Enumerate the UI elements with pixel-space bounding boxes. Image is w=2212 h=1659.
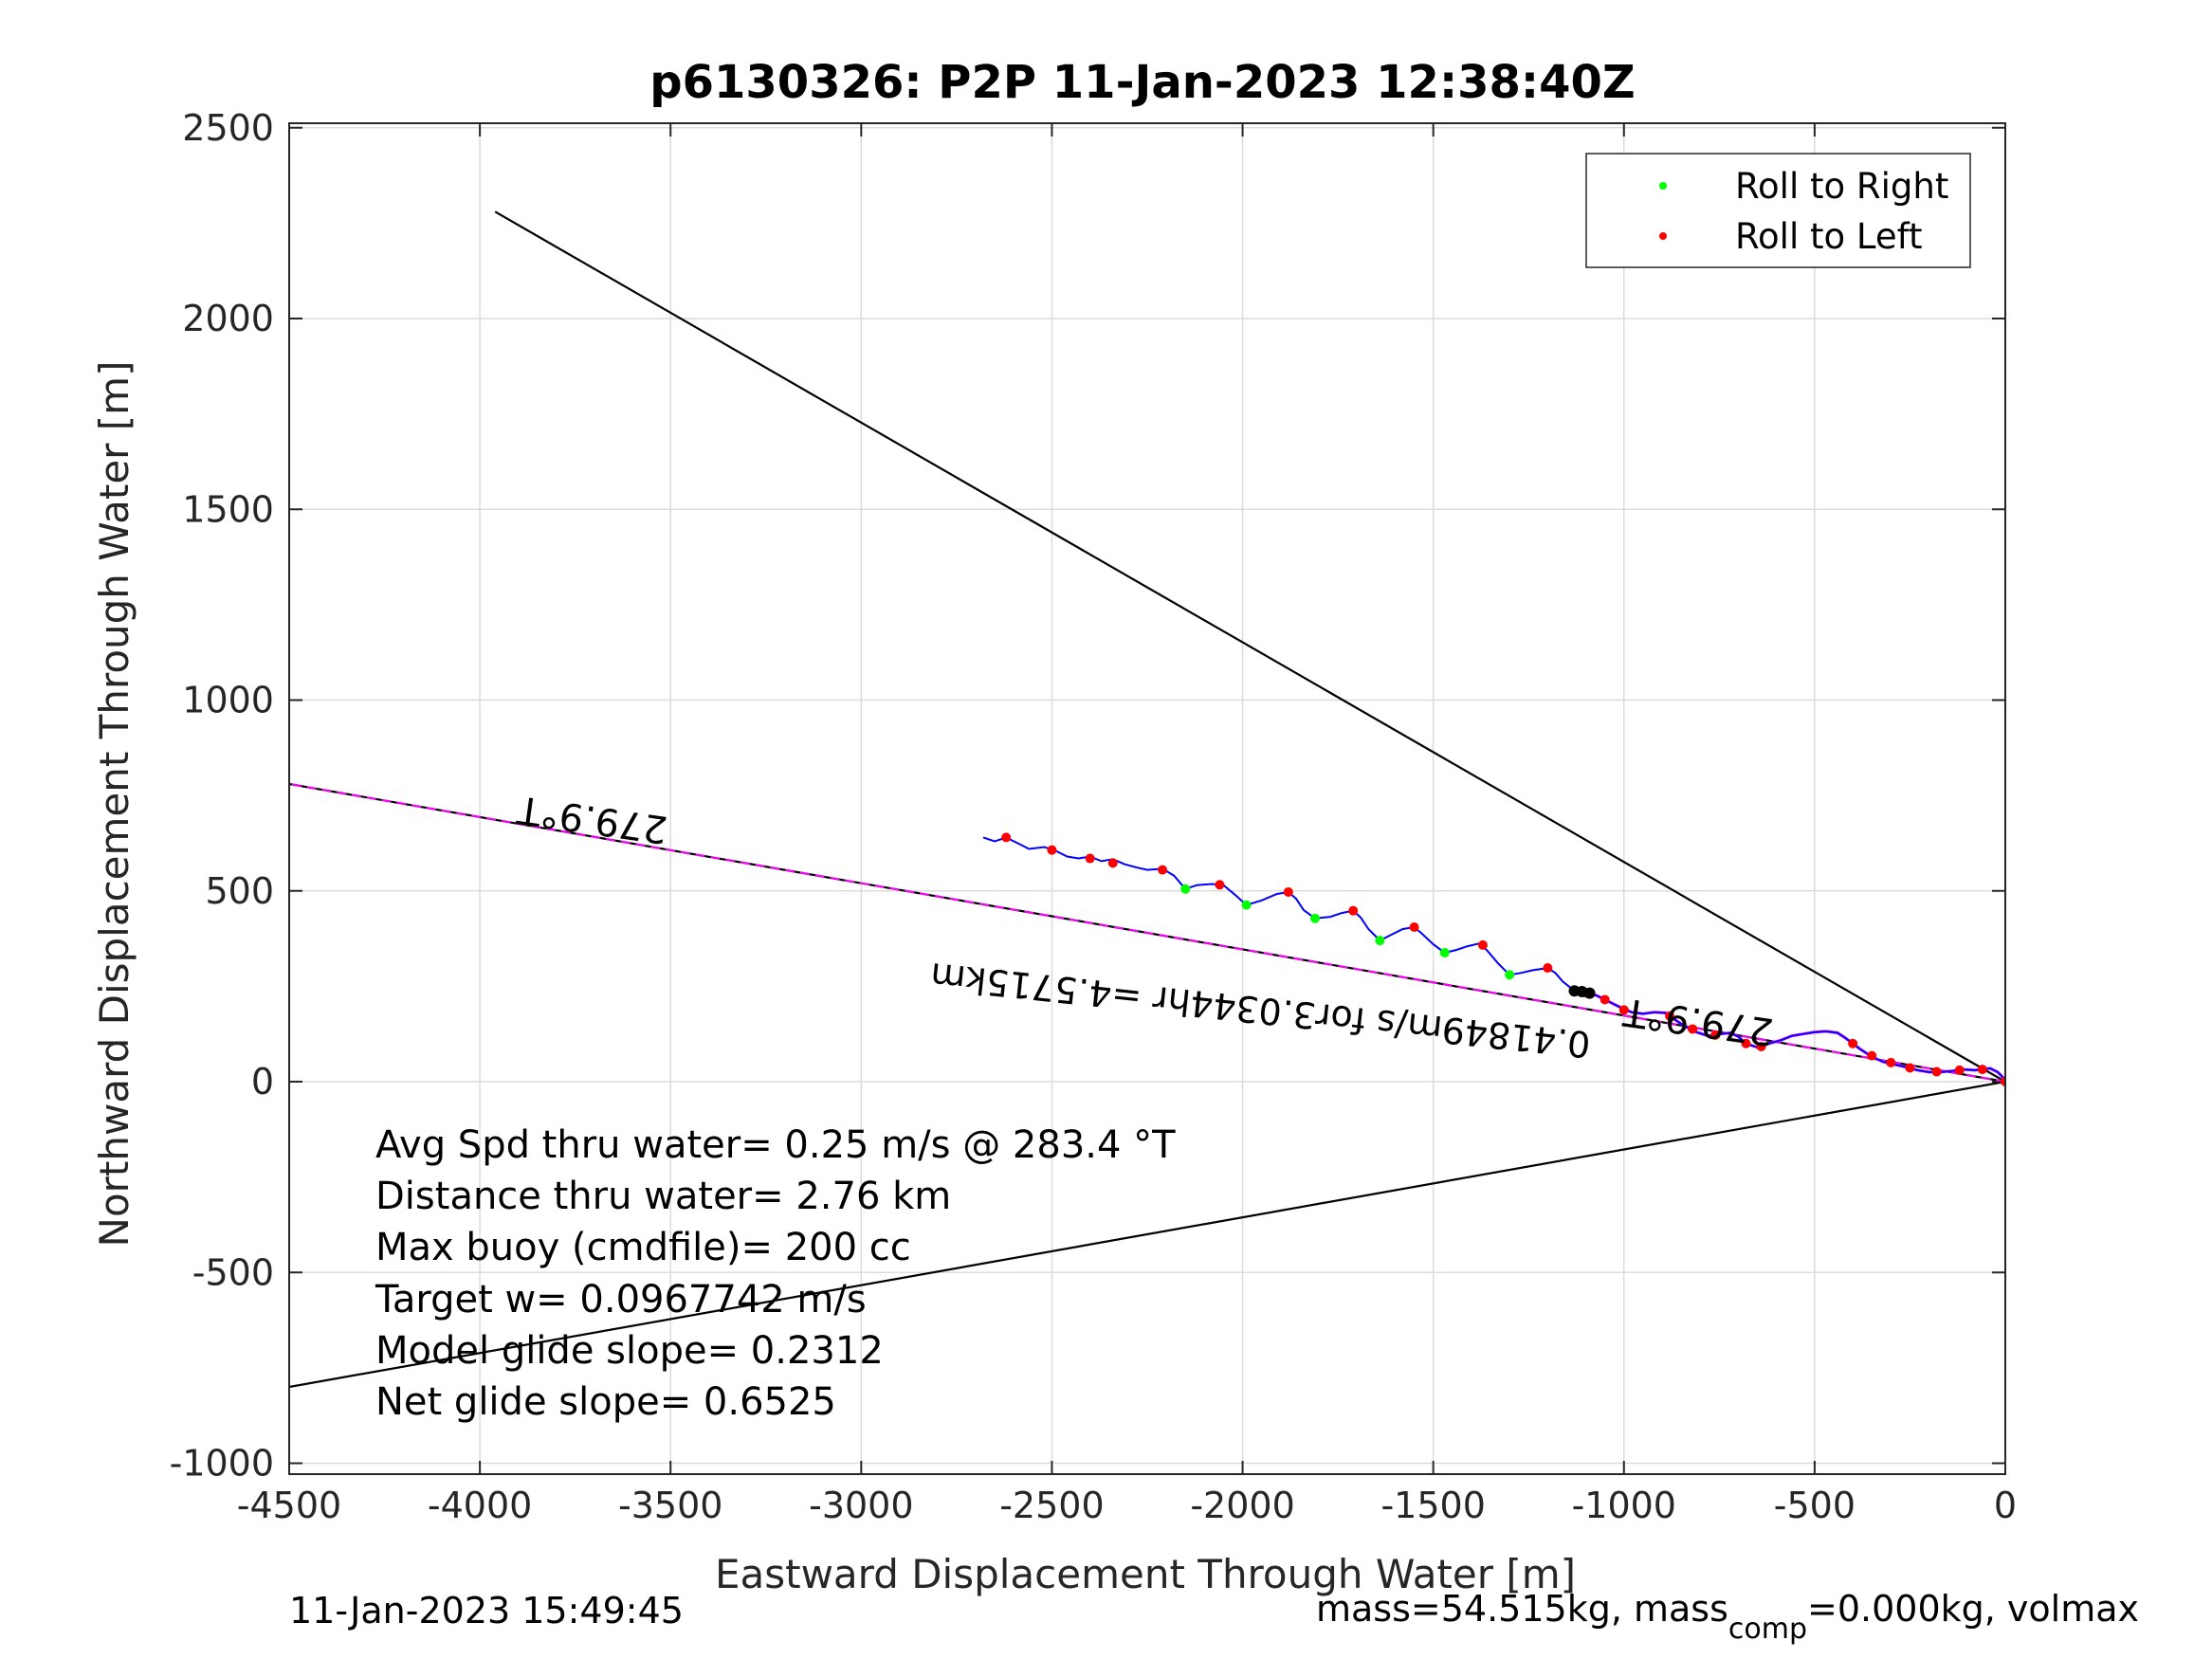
legend-label-roll-left: Roll to Left: [1735, 216, 1923, 257]
roll-right-point: [1439, 947, 1450, 957]
heading-line-magenta: [289, 783, 2005, 1083]
roll-right-point: [1309, 913, 1320, 923]
roll-left-point: [1688, 1024, 1698, 1034]
reference-line-upper: [494, 210, 2005, 1083]
roll-left-point: [1543, 963, 1553, 974]
footer-mass-suffix: =0.000kg, volmax: [1807, 1588, 2139, 1630]
roll-left-point: [1158, 865, 1168, 875]
x-axis-ticks: -4500 -4000 -3500 -3000 -2500 -2000 -1500 -1000…: [237, 123, 2017, 1526]
roll-left-point: [1665, 1011, 1675, 1021]
roll-left-point: [1409, 921, 1419, 932]
roll-left-point: [1085, 853, 1095, 864]
y-tick-label: 500: [205, 870, 274, 912]
x-tick-label: -500: [1774, 1485, 1856, 1526]
roll-left-point: [1215, 880, 1225, 890]
legend-label-roll-right: Roll to Right: [1735, 166, 1948, 207]
roll-left-point: [1283, 886, 1293, 897]
x-axis-label: Eastward Displacement Through Water [m]: [715, 1551, 1576, 1597]
roll-left-point: [1954, 1065, 1965, 1075]
roll-right-point: [1375, 936, 1385, 946]
y-tick-label: 2000: [182, 298, 274, 339]
footer-timestamp: 11-Jan-2023 15:49:45: [289, 1590, 684, 1632]
roll-left-point: [1867, 1050, 1877, 1061]
y-tick-label: 0: [251, 1061, 274, 1103]
roll-left-point: [1848, 1038, 1858, 1048]
stats-line: Model glide slope= 0.2312: [375, 1329, 884, 1373]
legend-marker-roll-left: [1659, 232, 1667, 240]
track-mark: [1583, 987, 1596, 999]
x-tick-label: -3000: [809, 1485, 913, 1526]
x-tick-label: 0: [1994, 1485, 2017, 1526]
y-axis-label: Northward Displacement Through Water [m]: [91, 361, 137, 1248]
roll-right-point: [1505, 970, 1515, 980]
y-tick-label: -1000: [170, 1443, 274, 1485]
y-tick-label: 1500: [182, 488, 274, 530]
glider-track: [982, 836, 2005, 1081]
reference-line-lower: [289, 1080, 2005, 1389]
x-tick-label: -4000: [428, 1485, 532, 1526]
footer-mass-subscript: comp: [1728, 1613, 1807, 1646]
chart-title: p6130326: P2P 11-Jan-2023 12:38:40Z: [649, 56, 1635, 109]
roll-left-point: [1107, 858, 1118, 868]
x-tick-label: -1000: [1572, 1485, 1676, 1526]
stats-text-block: Avg Spd thru water= 0.25 m/s @ 283.4 °T …: [375, 1123, 1176, 1424]
y-tick-label: -500: [192, 1251, 274, 1293]
legend-marker-roll-right: [1659, 182, 1667, 190]
roll-left-point: [1905, 1063, 1915, 1073]
roll-left-point: [2001, 1077, 2005, 1086]
x-tick-label: -4500: [237, 1485, 341, 1526]
stats-line: Net glide slope= 0.6525: [375, 1380, 836, 1424]
roll-left-point: [1741, 1038, 1751, 1048]
legend: Roll to Right Roll to Left: [1585, 153, 1971, 268]
stats-line: Distance thru water= 2.76 km: [375, 1175, 951, 1218]
x-tick-label: -1500: [1380, 1485, 1485, 1526]
roll-left-point: [1710, 1030, 1721, 1040]
y-tick-label: 2500: [182, 107, 274, 149]
plot-area: [289, 210, 2005, 1389]
y-axis-ticks: -1000 -500 0 500 1000 1500 2000 2500: [170, 107, 2005, 1485]
roll-left-point: [1618, 1005, 1629, 1015]
y-tick-label: 1000: [182, 680, 274, 721]
x-tick-label: -2500: [999, 1485, 1104, 1526]
axes-box: [288, 122, 2006, 1475]
footer-mass-prefix: mass=54.515kg, mass: [1316, 1588, 1728, 1630]
stats-line: Max buoy (cmdfile)= 200 cc: [375, 1226, 911, 1269]
roll-left-point: [1047, 845, 1057, 855]
x-tick-label: -3500: [618, 1485, 722, 1526]
roll-left-point: [1600, 994, 1610, 1005]
stats-line: Avg Spd thru water= 0.25 m/s @ 283.4 °T: [375, 1123, 1176, 1167]
roll-left-point: [1477, 939, 1488, 950]
roll-left-point: [1756, 1041, 1766, 1051]
roll-right-point: [1180, 884, 1191, 894]
x-tick-label: -2000: [1190, 1485, 1294, 1526]
roll-left-point: [1931, 1066, 1942, 1077]
footer-mass-info: mass=54.515kg, masscomp=0.000kg, volmax: [1316, 1588, 2139, 1646]
roll-right-point: [1241, 900, 1252, 910]
legend-box: [1585, 153, 1971, 268]
stats-line: Target w= 0.0967742 m/s: [375, 1278, 867, 1322]
roll-left-point: [1977, 1065, 1987, 1075]
roll-left-point: [1348, 905, 1359, 916]
roll-left-point: [1001, 832, 1012, 843]
roll-left-point: [1886, 1057, 1896, 1067]
